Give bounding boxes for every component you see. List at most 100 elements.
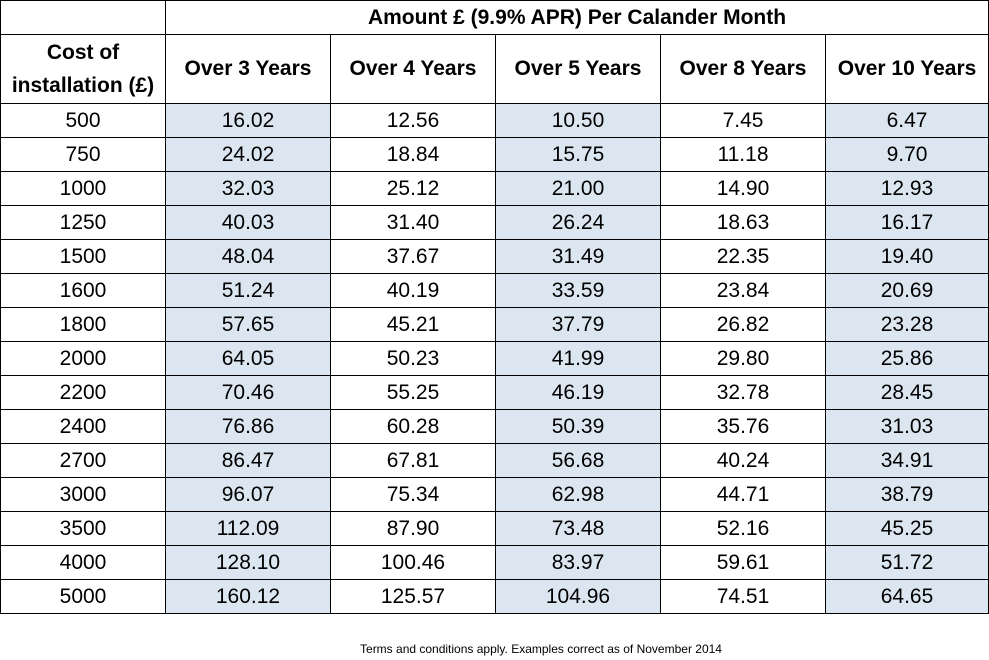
amount-cell: 46.19 — [495, 375, 661, 410]
amount-cell: 75.34 — [330, 477, 496, 512]
amount-cell: 60.28 — [330, 409, 496, 444]
amount-cell: 6.47 — [824, 103, 989, 138]
amount-cell: 11.18 — [660, 137, 826, 172]
table-row: 1500 48.04 37.67 31.49 22.35 19.40 — [0, 239, 989, 274]
amount-cell: 52.16 — [660, 511, 826, 546]
amount-cell: 45.25 — [824, 511, 989, 546]
amount-cell: 104.96 — [495, 579, 661, 614]
table-row: 2400 76.86 60.28 50.39 35.76 31.03 — [0, 409, 989, 444]
header-row: Cost of installation (£) Over 3 Years Ov… — [0, 34, 989, 104]
title-row: Amount £ (9.9% APR) Per Calander Month — [0, 0, 989, 35]
amount-cell: 67.81 — [330, 443, 496, 478]
amount-cell: 25.12 — [330, 171, 496, 206]
amount-cell: 15.75 — [495, 137, 661, 172]
amount-cell: 48.04 — [165, 239, 331, 274]
table-title: Amount £ (9.9% APR) Per Calander Month — [164, 0, 989, 35]
amount-cell: 40.24 — [660, 443, 826, 478]
table-row: 1250 40.03 31.40 26.24 18.63 16.17 — [0, 205, 989, 240]
amount-cell: 25.86 — [824, 341, 989, 376]
amount-cell: 44.71 — [660, 477, 826, 512]
amount-cell: 76.86 — [165, 409, 331, 444]
table-body: 500 16.02 12.56 10.50 7.45 6.47 750 24.02 18.84 1… — [0, 103, 989, 614]
amount-cell: 37.67 — [330, 239, 496, 274]
amount-cell: 128.10 — [165, 545, 331, 580]
table-row: 4000 128.10 100.46 83.97 59.61 51.72 — [0, 545, 989, 580]
amount-cell: 35.76 — [660, 409, 826, 444]
amount-cell: 12.93 — [824, 171, 989, 206]
amount-cell: 38.79 — [824, 477, 989, 512]
amount-cell: 24.02 — [165, 137, 331, 172]
amount-cell: 22.35 — [660, 239, 826, 274]
amount-cell: 34.91 — [824, 443, 989, 478]
table-row: 3500 112.09 87.90 73.48 52.16 45.25 — [0, 511, 989, 546]
amount-cell: 19.40 — [824, 239, 989, 274]
amount-cell: 31.03 — [824, 409, 989, 444]
cost-cell: 3000 — [0, 477, 166, 512]
amount-cell: 74.51 — [660, 579, 826, 614]
amount-cell: 160.12 — [165, 579, 331, 614]
amount-cell: 50.23 — [330, 341, 496, 376]
cost-cell: 2000 — [0, 341, 166, 376]
amount-cell: 64.05 — [165, 341, 331, 376]
amount-cell: 51.24 — [165, 273, 331, 308]
table-row: 2000 64.05 50.23 41.99 29.80 25.86 — [0, 341, 989, 376]
amount-cell: 45.21 — [330, 307, 496, 342]
table-row: 5000 160.12 125.57 104.96 74.51 64.65 — [0, 579, 989, 614]
amount-cell: 112.09 — [165, 511, 331, 546]
amount-cell: 59.61 — [660, 545, 826, 580]
corner-cell — [0, 0, 166, 35]
amount-cell: 29.80 — [660, 341, 826, 376]
table-row: 1000 32.03 25.12 21.00 14.90 12.93 — [0, 171, 989, 206]
column-header: Over 5 Years — [495, 34, 661, 104]
table-row: 2200 70.46 55.25 46.19 32.78 28.45 — [0, 375, 989, 410]
amount-cell: 18.84 — [330, 137, 496, 172]
amount-cell: 87.90 — [330, 511, 496, 546]
table-row: 1800 57.65 45.21 37.79 26.82 23.28 — [0, 307, 989, 342]
amount-cell: 37.79 — [495, 307, 661, 342]
cost-cell: 4000 — [0, 545, 166, 580]
cost-cell: 1000 — [0, 171, 166, 206]
finance-table: Amount £ (9.9% APR) Per Calander Month C… — [0, 0, 989, 614]
amount-cell: 70.46 — [165, 375, 331, 410]
amount-cell: 41.99 — [495, 341, 661, 376]
cost-cell: 2200 — [0, 375, 166, 410]
amount-cell: 9.70 — [824, 137, 989, 172]
amount-cell: 20.69 — [824, 273, 989, 308]
amount-cell: 86.47 — [165, 443, 331, 478]
amount-cell: 50.39 — [495, 409, 661, 444]
amount-cell: 33.59 — [495, 273, 661, 308]
amount-cell: 55.25 — [330, 375, 496, 410]
amount-cell: 10.50 — [495, 103, 661, 138]
table-row: 3000 96.07 75.34 62.98 44.71 38.79 — [0, 477, 989, 512]
amount-cell: 51.72 — [824, 545, 989, 580]
amount-cell: 16.17 — [824, 205, 989, 240]
amount-cell: 26.82 — [660, 307, 826, 342]
cost-cell: 2700 — [0, 443, 166, 478]
cost-cell: 5000 — [0, 579, 166, 614]
column-header: Over 10 Years — [824, 34, 989, 104]
amount-cell: 62.98 — [495, 477, 661, 512]
amount-cell: 28.45 — [824, 375, 989, 410]
amount-cell: 40.03 — [165, 205, 331, 240]
amount-cell: 83.97 — [495, 545, 661, 580]
footnote: Terms and conditions apply. Examples cor… — [360, 642, 722, 656]
cost-cell: 3500 — [0, 511, 166, 546]
amount-cell: 40.19 — [330, 273, 496, 308]
amount-cell: 23.84 — [660, 273, 826, 308]
amount-cell: 96.07 — [165, 477, 331, 512]
amount-cell: 18.63 — [660, 205, 826, 240]
amount-cell: 56.68 — [495, 443, 661, 478]
cost-column-header: Cost of installation (£) — [0, 34, 166, 104]
amount-cell: 32.03 — [165, 171, 331, 206]
cost-cell: 1600 — [0, 273, 166, 308]
cost-cell: 1250 — [0, 205, 166, 240]
amount-cell: 31.49 — [495, 239, 661, 274]
amount-cell: 23.28 — [824, 307, 989, 342]
column-header: Over 8 Years — [660, 34, 826, 104]
cost-cell: 1500 — [0, 239, 166, 274]
amount-cell: 12.56 — [330, 103, 496, 138]
cost-cell: 2400 — [0, 409, 166, 444]
amount-cell: 14.90 — [660, 171, 826, 206]
amount-cell: 16.02 — [165, 103, 331, 138]
amount-cell: 31.40 — [330, 205, 496, 240]
